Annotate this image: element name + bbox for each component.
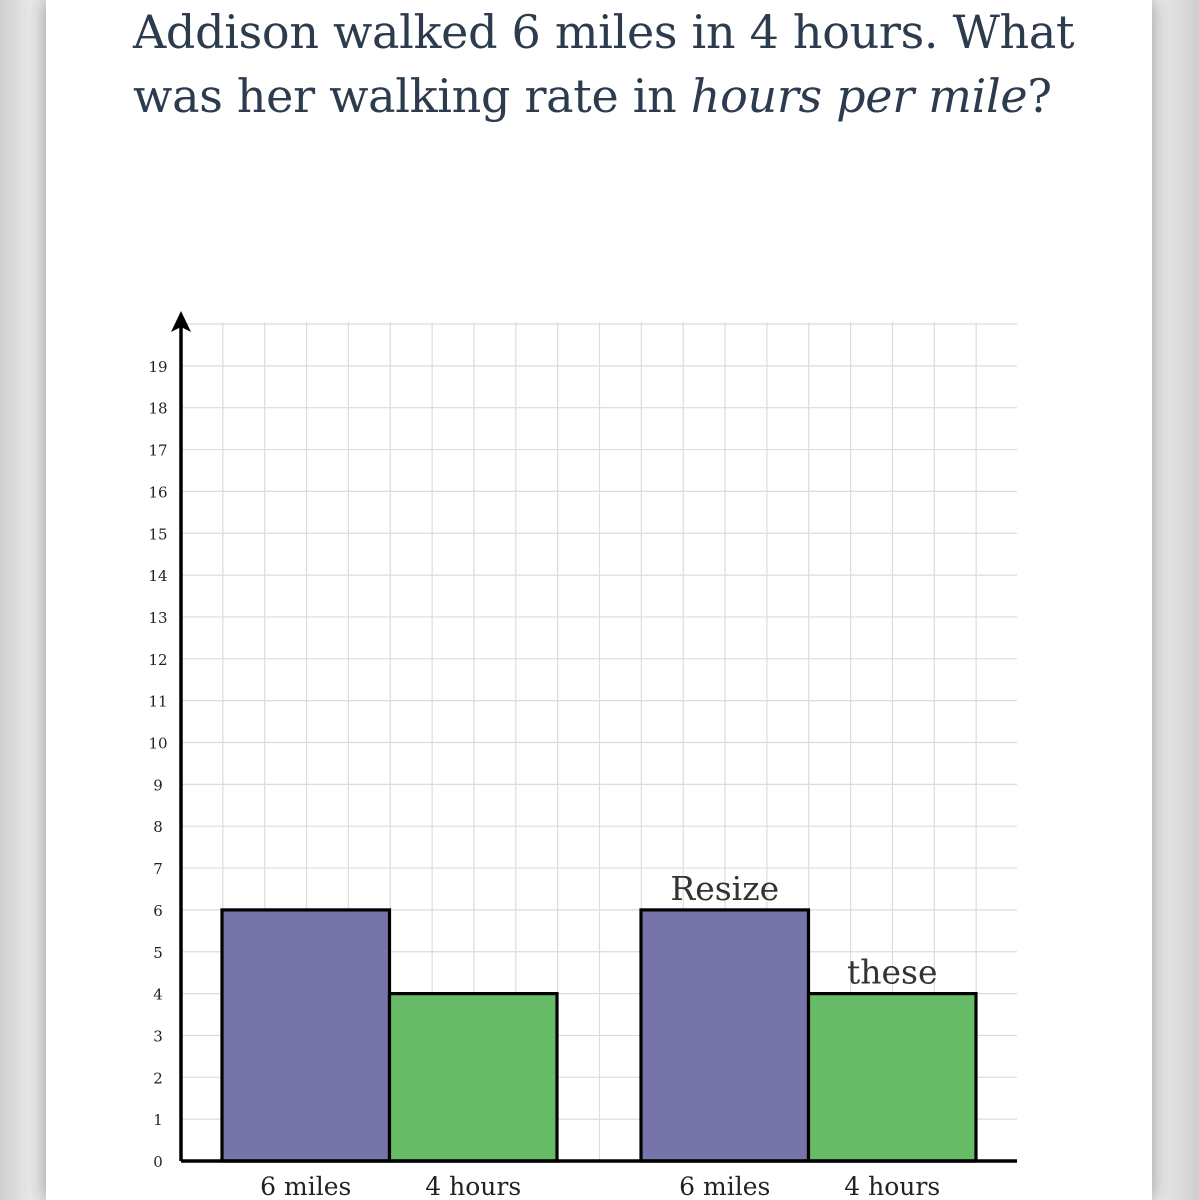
y-tick-label: 6 xyxy=(153,902,163,920)
category-label: 6 miles xyxy=(679,1172,770,1200)
y-tick-label: 11 xyxy=(148,693,167,711)
y-tick-label: 7 xyxy=(153,860,163,878)
question-text: Addison walked 6 miles in 4 hours. What … xyxy=(133,0,1093,128)
y-tick-label: 10 xyxy=(148,735,167,753)
category-label: 4 hours xyxy=(425,1172,521,1200)
question-part-1: Addison walked 6 miles in 4 hours. What … xyxy=(133,5,1075,123)
y-tick-label: 13 xyxy=(148,609,167,627)
y-tick-label: 5 xyxy=(153,944,163,962)
chart-labels: 6 miles 4 hours 6 miles Resize 4 hours these 0… xyxy=(148,358,940,1200)
y-tick-label: 8 xyxy=(153,818,163,836)
y-tick-label: 1 xyxy=(153,1111,163,1129)
chart-bars xyxy=(220,908,978,1163)
category-label: 6 miles xyxy=(260,1172,351,1200)
y-tick-label: 2 xyxy=(153,1069,163,1087)
y-tick-label: 0 xyxy=(153,1153,163,1171)
y-tick-label: 12 xyxy=(148,651,167,669)
question-emphasis: hours per mile xyxy=(690,69,1028,123)
y-tick-label: 4 xyxy=(153,986,163,1004)
y-tick-label: 14 xyxy=(148,567,167,585)
y-axis-arrow-icon xyxy=(171,311,191,332)
category-label: 4 hours xyxy=(844,1172,940,1200)
bar-1-1[interactable] xyxy=(220,908,392,1163)
bar-annotation: these xyxy=(847,953,938,992)
y-tick-label: 19 xyxy=(148,358,167,376)
bar-2-2[interactable] xyxy=(806,991,978,1163)
y-tick-label: 9 xyxy=(153,776,163,794)
chart-axes xyxy=(171,311,1017,1163)
y-tick-label: 17 xyxy=(148,442,167,460)
bar-annotation: Resize xyxy=(670,869,779,908)
bar-1-2[interactable] xyxy=(387,991,559,1163)
y-tick-label: 15 xyxy=(148,525,167,543)
bar-2-1[interactable] xyxy=(639,908,811,1163)
y-tick-label: 16 xyxy=(148,483,167,501)
y-tick-label: 18 xyxy=(148,400,167,418)
question-part-2: ? xyxy=(1027,69,1052,123)
y-tick-label: 3 xyxy=(153,1027,163,1045)
